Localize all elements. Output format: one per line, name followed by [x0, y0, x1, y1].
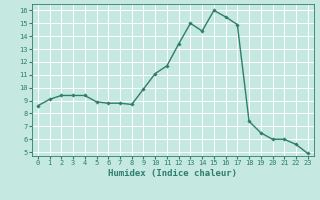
X-axis label: Humidex (Indice chaleur): Humidex (Indice chaleur) [108, 169, 237, 178]
